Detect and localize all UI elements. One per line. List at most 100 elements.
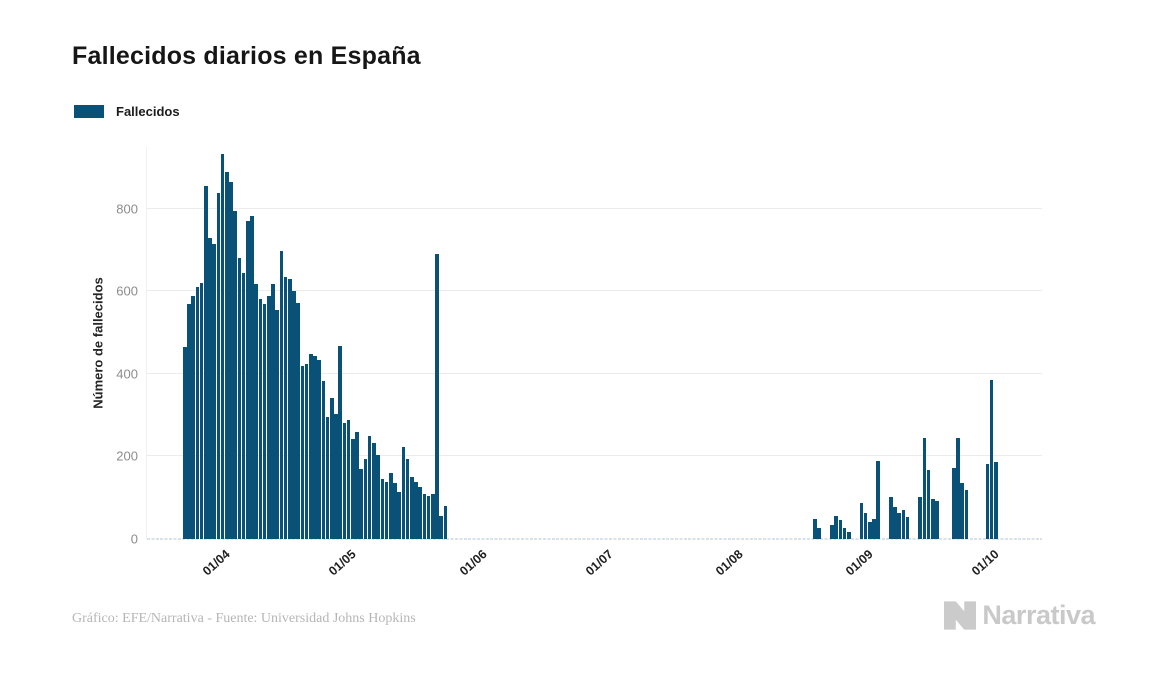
bar	[918, 496, 922, 539]
bar	[443, 506, 448, 539]
x-tick-label: 01/07	[582, 547, 616, 579]
bar	[321, 381, 326, 539]
bar	[418, 487, 422, 539]
x-tick-label: 01/08	[713, 547, 746, 579]
bar	[204, 186, 208, 539]
bar	[414, 482, 418, 539]
bar	[872, 519, 876, 539]
bar	[935, 501, 939, 539]
bar	[380, 478, 385, 539]
bar	[376, 454, 380, 539]
x-tick-label: 01/10	[969, 547, 1002, 579]
bar	[897, 513, 901, 539]
bar	[187, 303, 191, 539]
bar	[309, 353, 313, 539]
bar	[183, 347, 187, 539]
bar	[304, 363, 309, 539]
bar	[246, 220, 250, 539]
bar	[838, 519, 843, 539]
bar	[355, 432, 359, 539]
bar	[901, 509, 906, 539]
y-tick-label: 200	[116, 448, 138, 464]
bar	[271, 283, 275, 539]
bar	[926, 470, 931, 539]
bar	[342, 423, 347, 539]
bar	[439, 516, 443, 539]
x-tick-label: 01/06	[456, 547, 490, 579]
bar	[279, 251, 284, 539]
bar	[199, 283, 204, 539]
x-tick-label: 01/09	[843, 547, 876, 579]
bar	[435, 254, 439, 539]
bar	[313, 356, 317, 539]
bar	[993, 462, 998, 539]
bar	[212, 243, 217, 539]
bar	[834, 515, 838, 539]
x-tick-label: 01/05	[326, 547, 360, 579]
bar	[363, 458, 368, 539]
narrativa-logo: Narrativa	[944, 600, 1095, 631]
bar	[384, 482, 389, 539]
bar	[325, 416, 330, 539]
bar	[346, 420, 351, 539]
source-credit: Gráfico: EFE/Narrativa - Fuente: Univers…	[72, 611, 416, 626]
bar	[216, 193, 221, 539]
bar	[401, 447, 406, 539]
bar	[359, 469, 364, 539]
gridline	[147, 372, 1042, 374]
legend-swatch-icon	[74, 105, 104, 118]
bar	[258, 298, 263, 539]
bar	[409, 477, 414, 539]
bar	[296, 302, 301, 539]
bar	[393, 483, 397, 539]
bar	[956, 437, 960, 539]
bar	[430, 494, 435, 539]
bar	[888, 497, 893, 539]
bar	[422, 493, 427, 539]
bar	[905, 517, 910, 539]
narrativa-logo-icon	[944, 601, 977, 630]
bar	[863, 513, 868, 539]
bar	[225, 172, 229, 539]
bar	[300, 366, 305, 539]
bar	[288, 279, 292, 539]
bar	[960, 483, 964, 539]
bar	[930, 499, 935, 539]
bar	[830, 524, 834, 539]
bar	[334, 413, 338, 539]
y-tick-label: 400	[116, 366, 138, 382]
bar	[195, 287, 200, 539]
narrativa-logo-text: Narrativa	[982, 600, 1095, 630]
bar	[372, 442, 376, 539]
gridline	[147, 290, 1042, 292]
plot-area[interactable]	[146, 147, 1042, 540]
gridline	[147, 455, 1042, 457]
bar	[283, 276, 288, 539]
bar	[813, 519, 817, 539]
bar	[426, 496, 431, 539]
y-tick-label: 0	[130, 531, 138, 547]
bar	[842, 528, 847, 539]
bar	[338, 345, 343, 539]
page-title: Fallecidos diarios en España	[72, 42, 421, 70]
bar	[405, 458, 410, 539]
bar	[229, 182, 233, 539]
bar	[964, 489, 969, 539]
bar	[951, 467, 956, 539]
bar	[388, 472, 393, 539]
bar	[367, 435, 372, 539]
bar	[292, 291, 296, 539]
bar	[922, 438, 927, 539]
bar	[817, 528, 822, 539]
x-tick-label: 01/04	[200, 547, 233, 579]
bar	[876, 460, 880, 539]
bar	[985, 463, 990, 539]
legend-label: Fallecidos	[116, 104, 180, 119]
bar	[262, 303, 267, 539]
bar	[989, 379, 994, 539]
bar	[254, 283, 259, 539]
bar	[208, 237, 212, 539]
bar	[846, 531, 851, 539]
bar	[351, 438, 355, 539]
bar	[397, 491, 401, 539]
